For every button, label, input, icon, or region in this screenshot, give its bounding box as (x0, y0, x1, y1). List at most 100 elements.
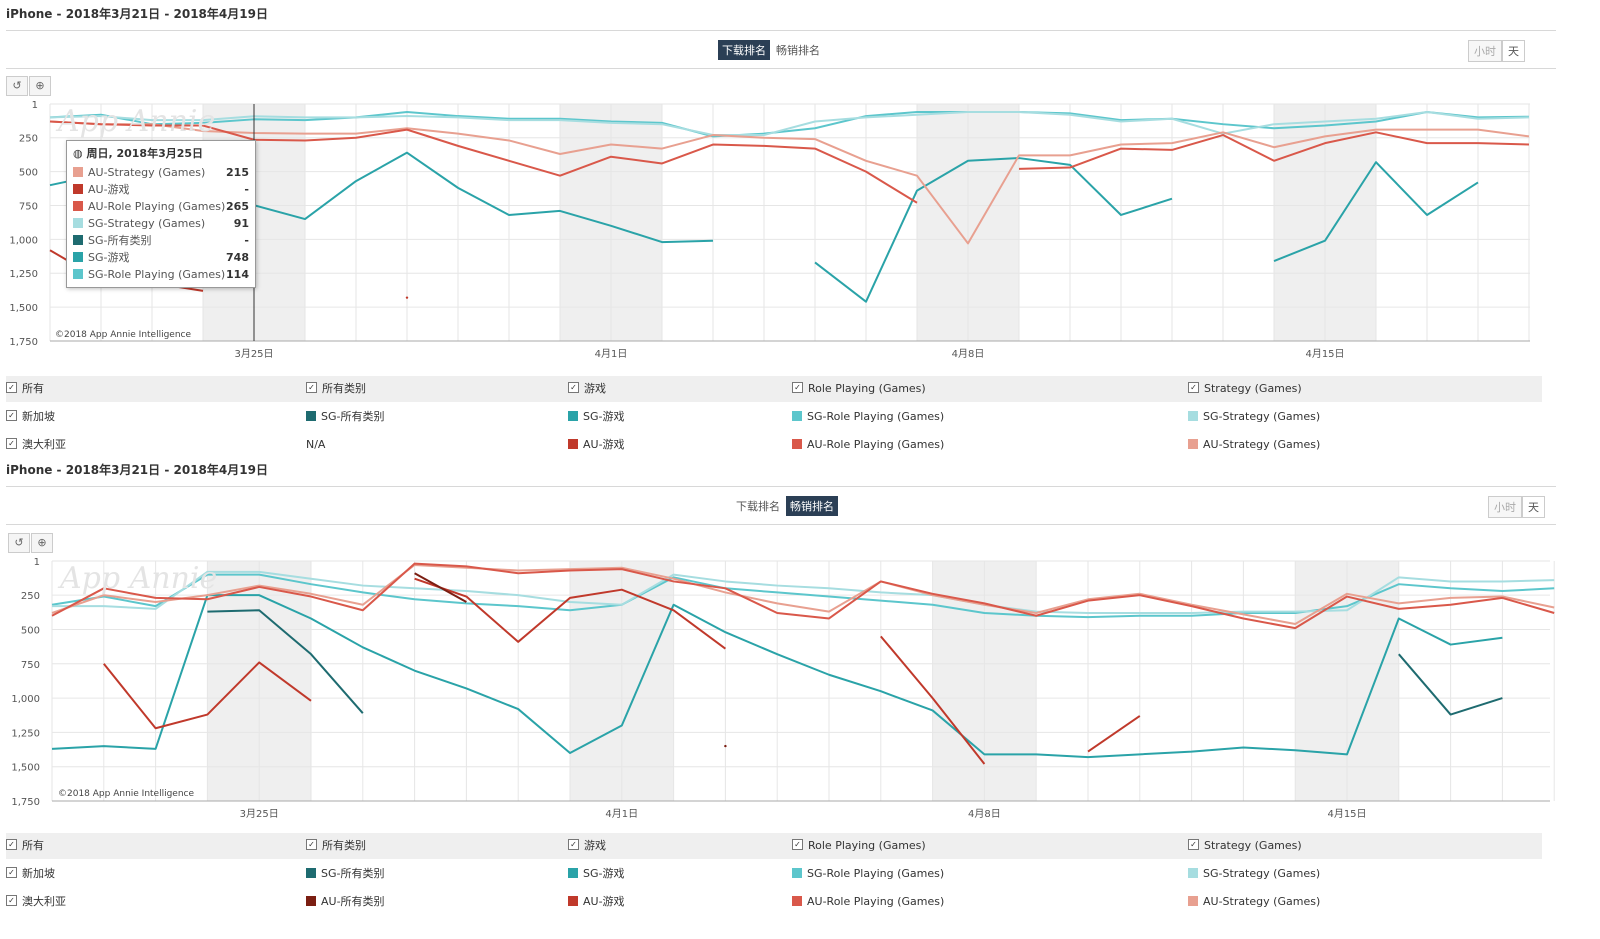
legend-series-item[interactable]: AU-Strategy (Games) (1188, 432, 1320, 458)
legend-filter-1[interactable]: ✓ 所有类别 (306, 833, 366, 859)
series-swatch (306, 896, 316, 906)
legend-series-item[interactable]: SG-Strategy (Games) (1188, 404, 1320, 430)
series-swatch (73, 201, 83, 211)
line-segment (51, 562, 1555, 630)
legend-filter-4[interactable]: ✓ Strategy (Games) (1188, 376, 1302, 402)
grossing-rank-chart[interactable]: 1 250 500 750 1,000 1,250 1,500 1,750 3月25日 4月1日 4… (0, 463, 1600, 833)
legend-country[interactable]: ✓ 澳大利亚 (6, 432, 66, 458)
hour-toggle[interactable]: 小时 (1468, 40, 1502, 62)
tooltip-series-value: 215 (226, 166, 249, 179)
legend-series-item[interactable]: AU-Role Playing (Games) (792, 889, 944, 915)
legend-filter-2[interactable]: ✓ 游戏 (568, 833, 606, 859)
checkbox[interactable]: ✓ (792, 838, 803, 850)
legend-series-item[interactable]: AU-Role Playing (Games) (792, 432, 944, 458)
legend-series-item[interactable]: SG-游戏 (568, 861, 624, 887)
checkbox[interactable]: ✓ (1188, 838, 1199, 850)
y-tick-label: 250 (21, 591, 40, 602)
y-tick-label: 1,000 (11, 694, 40, 705)
checkbox[interactable]: ✓ (6, 838, 17, 850)
series-swatch (73, 218, 83, 228)
legend-series-item[interactable]: SG-所有类别 (306, 861, 384, 887)
checkbox[interactable]: ✓ (6, 437, 17, 449)
checkbox[interactable]: ✓ (306, 838, 317, 850)
tooltip-series-label: AU-游戏 (88, 183, 130, 196)
series-line (52, 570, 1555, 615)
legend-series-item[interactable]: AU-Strategy (Games) (1188, 889, 1320, 915)
line-segment (49, 110, 1530, 137)
x-tick-label: 4月15日 (1305, 348, 1344, 360)
series-swatch (568, 411, 578, 421)
hour-toggle[interactable]: 小时 (1488, 496, 1522, 518)
series-swatch (568, 896, 578, 906)
checkbox[interactable]: ✓ (6, 409, 17, 421)
series-swatch (1188, 411, 1198, 421)
legend-filter-3[interactable]: ✓ Role Playing (Games) (792, 376, 926, 402)
series-swatch (73, 167, 83, 177)
download-rank-chart[interactable]: 1 250 500 750 1,000 1,250 1,500 1,750 3月25日 4月1日 4… (0, 0, 1600, 370)
checkbox[interactable]: ✓ (1188, 381, 1199, 393)
legend-filter-2[interactable]: ✓ 游戏 (568, 376, 606, 402)
zoom-icon[interactable]: ⊕ (31, 533, 53, 553)
y-tick-label: 1,500 (11, 763, 40, 774)
tab-download-rank[interactable]: 下载排名 (718, 40, 770, 60)
legend-series-item[interactable]: AU-游戏 (568, 889, 625, 915)
line-segment (207, 609, 364, 714)
legend-country-row: ✓ 新加坡 SG-所有类别 SG-游戏 SG-Role Playing (Games) S… (6, 404, 1542, 430)
legend-series-item[interactable]: SG-游戏 (568, 404, 624, 430)
legend-series-item[interactable]: SG-Strategy (Games) (1188, 861, 1320, 887)
legend-filter-4[interactable]: ✓ Strategy (Games) (1188, 833, 1302, 859)
zoom-icon[interactable]: ⊕ (29, 76, 51, 96)
country-label: 澳大利亚 (22, 438, 66, 451)
legend-filter-0[interactable]: ✓ 所有 (6, 376, 44, 402)
tab-grossing-rank[interactable]: 畅销排名 (776, 44, 820, 57)
tab-download-rank[interactable]: 下载排名 (736, 500, 780, 513)
line-segment (414, 572, 467, 603)
tooltip-row: SG-Strategy (Games) 91 (73, 215, 249, 232)
line-segment (1087, 715, 1141, 753)
y-tick-label: 1,750 (9, 337, 38, 348)
legend-series-item[interactable]: AU-所有类别 (306, 889, 385, 915)
y-tick-label: 1,500 (9, 303, 38, 314)
y-tick-label: 1,250 (11, 728, 40, 739)
legend-filter-1[interactable]: ✓ 所有类别 (306, 376, 366, 402)
series-line (49, 120, 1530, 204)
divider (6, 68, 1556, 69)
tooltip-date-text: 周日, 2018年3月25日 (86, 147, 204, 160)
checkbox[interactable]: ✓ (6, 894, 17, 906)
legend-filter-0[interactable]: ✓ 所有 (6, 833, 44, 859)
tooltip-row: SG-Role Playing (Games) 114 (73, 266, 249, 283)
legend-series-item[interactable]: SG-Role Playing (Games) (792, 861, 944, 887)
checkbox[interactable]: ✓ (306, 381, 317, 393)
country-label: 新加坡 (22, 867, 55, 880)
legend-series-label: AU-游戏 (583, 438, 625, 451)
reset-zoom-icon[interactable]: ↺ (6, 76, 28, 96)
legend-series-item[interactable]: SG-Role Playing (Games) (792, 404, 944, 430)
legend-series-label: N/A (306, 438, 326, 451)
checkbox[interactable]: ✓ (6, 866, 17, 878)
checkbox[interactable]: ✓ (568, 838, 579, 850)
legend-series-item: N/A (306, 432, 325, 458)
tab-grossing-rank[interactable]: 畅销排名 (786, 496, 838, 516)
checkbox[interactable]: ✓ (6, 381, 17, 393)
line-segment (49, 120, 1530, 245)
day-toggle[interactable]: 天 (1502, 40, 1525, 62)
day-toggle[interactable]: 天 (1522, 496, 1545, 518)
series-swatch (1188, 868, 1198, 878)
checkbox[interactable]: ✓ (792, 381, 803, 393)
y-tick-label: 500 (19, 168, 38, 179)
legend-country[interactable]: ✓ 澳大利亚 (6, 889, 66, 915)
checkbox[interactable]: ✓ (568, 381, 579, 393)
legend-filter-3[interactable]: ✓ Role Playing (Games) (792, 833, 926, 859)
legend-series-item[interactable]: AU-游戏 (568, 432, 625, 458)
legend-country[interactable]: ✓ 新加坡 (6, 861, 55, 887)
legend-series-item[interactable]: SG-所有类别 (306, 404, 384, 430)
series-swatch (306, 411, 316, 421)
tooltip-series-value: 748 (226, 251, 249, 264)
legend-country[interactable]: ✓ 新加坡 (6, 404, 55, 430)
reset-zoom-icon[interactable]: ↺ (8, 533, 30, 553)
series-swatch (1188, 439, 1198, 449)
line-segment (414, 577, 726, 650)
y-tick-label: 1 (34, 557, 40, 568)
line-segment (103, 661, 312, 730)
legend-series-label: SG-游戏 (583, 867, 625, 880)
